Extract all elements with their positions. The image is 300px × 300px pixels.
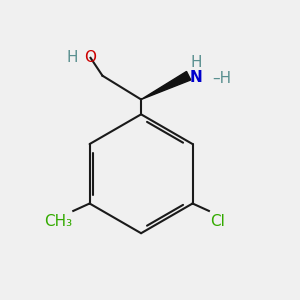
Text: H: H	[190, 56, 202, 70]
Text: O: O	[85, 50, 97, 65]
Text: Cl: Cl	[210, 214, 225, 230]
Text: –H: –H	[212, 70, 232, 86]
Text: CH₃: CH₃	[44, 214, 72, 230]
Text: H: H	[67, 50, 79, 65]
Text: N: N	[190, 70, 202, 85]
Polygon shape	[141, 71, 191, 100]
